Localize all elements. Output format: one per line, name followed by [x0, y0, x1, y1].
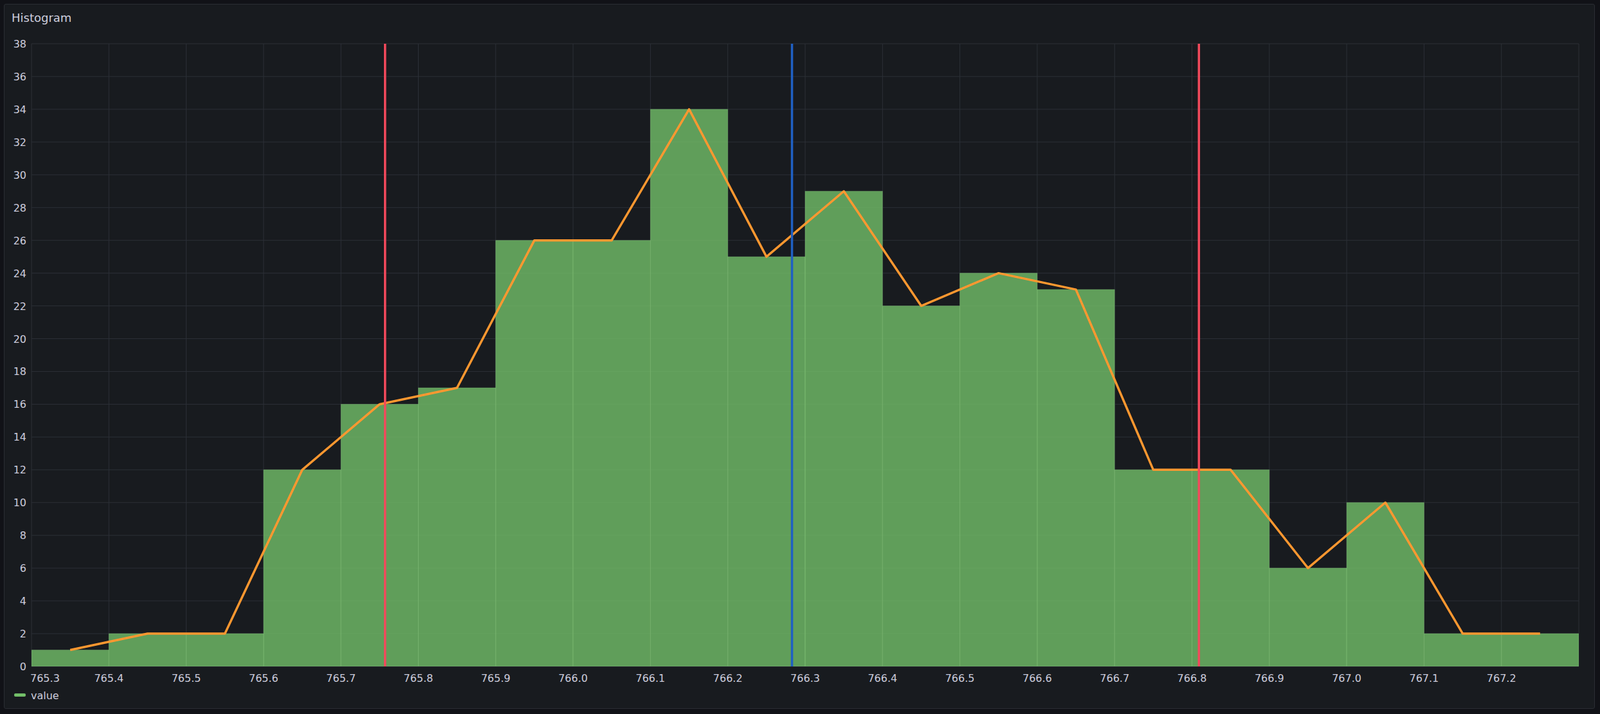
- x-tick-label: 766.4: [867, 672, 898, 685]
- x-tick-label: 765.7: [326, 672, 356, 685]
- x-tick-label: 765.5: [171, 672, 202, 685]
- histogram-bar: [882, 306, 960, 667]
- y-tick-label: 6: [19, 562, 27, 575]
- histogram-bar: [1114, 469, 1192, 667]
- y-tick-label: 38: [13, 37, 27, 51]
- x-tick-label: 766.9: [1254, 672, 1285, 685]
- histogram-bar: [805, 190, 883, 667]
- x-tick-label: 765.4: [93, 672, 124, 685]
- x-grid-line: [1500, 43, 1502, 667]
- y-tick-label: 12: [13, 463, 27, 476]
- y-tick-label: 4: [19, 594, 27, 608]
- histogram-bar: [727, 256, 806, 667]
- y-tick-label: 30: [13, 169, 27, 182]
- y-tick-label: 14: [13, 430, 27, 444]
- histogram-bar: [1192, 469, 1270, 667]
- vertical-marker: [790, 43, 794, 667]
- x-tick-label: 766.7: [1099, 672, 1130, 685]
- histogram-bar: [572, 240, 651, 667]
- y-tick-label: 22: [13, 300, 27, 313]
- histogram-bar: [340, 403, 419, 667]
- y-tick-label: 34: [13, 103, 27, 116]
- histogram-bar: [418, 387, 496, 667]
- x-tick-label: 765.9: [481, 672, 511, 685]
- y-tick-label: 8: [19, 529, 27, 542]
- histogram-bar: [1501, 633, 1579, 667]
- y-tick-label: 2: [19, 627, 27, 640]
- y-tick-label: 32: [13, 136, 27, 149]
- x-tick-label: 765.6: [248, 672, 279, 685]
- y-tick-label: 18: [13, 365, 27, 378]
- legend-swatch: [14, 693, 26, 697]
- x-tick-label: 766.6: [1022, 672, 1053, 685]
- legend-label: value: [30, 689, 60, 702]
- y-tick-label: 36: [13, 70, 27, 83]
- x-tick-label: 767.1: [1409, 672, 1439, 685]
- chart: Histogram0246810121416182022242628303234…: [0, 0, 1600, 714]
- histogram-bar: [186, 633, 264, 667]
- y-tick-label: 16: [13, 398, 27, 411]
- y-tick-label: 0: [19, 660, 27, 673]
- histogram-bar: [1346, 502, 1424, 667]
- y-tick-label: 28: [13, 201, 27, 215]
- x-grid-line: [185, 43, 187, 667]
- histogram-bar: [650, 109, 728, 667]
- histogram-bar: [263, 469, 341, 667]
- line-series: [70, 109, 1541, 651]
- y-tick-label: 26: [13, 234, 27, 247]
- title: Histogram: [11, 10, 72, 25]
- histogram-bar: [31, 650, 109, 667]
- histogram-bar: [1037, 289, 1115, 667]
- x-grid-line: [31, 43, 33, 667]
- histogram-bar: [1423, 633, 1501, 667]
- x-tick-label: 765.3: [30, 672, 60, 685]
- plot-right-edge: [1578, 43, 1580, 667]
- x-tick-label: 765.8: [403, 672, 434, 685]
- x-tick-label: 766.2: [713, 672, 743, 685]
- vertical-marker: [383, 43, 387, 667]
- histogram-bar: [495, 240, 573, 667]
- x-grid-line: [108, 43, 110, 667]
- x-tick-label: 767.2: [1486, 672, 1517, 685]
- x-tick-label: 766.3: [790, 672, 820, 685]
- histogram-bar: [1269, 567, 1347, 667]
- y-tick-label: 10: [13, 496, 27, 509]
- x-tick-label: 766.8: [1177, 672, 1208, 685]
- x-tick-label: 766.1: [635, 672, 665, 685]
- x-tick-label: 766.0: [558, 672, 588, 685]
- x-tick-label: 767.0: [1331, 672, 1362, 685]
- y-tick-label: 20: [13, 333, 27, 346]
- x-tick-label: 766.5: [945, 672, 975, 685]
- plot-marks: [31, 43, 1579, 667]
- vertical-marker: [1198, 43, 1201, 667]
- histogram-bar: [960, 273, 1038, 667]
- y-tick-label: 24: [13, 267, 27, 280]
